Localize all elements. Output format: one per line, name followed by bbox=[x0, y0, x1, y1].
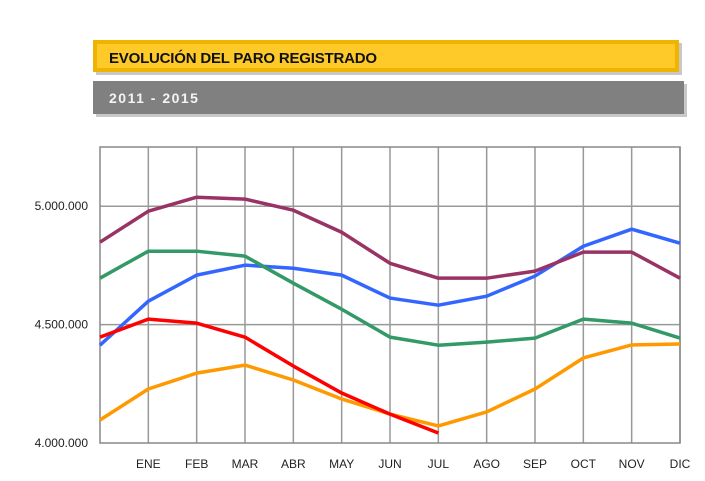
series-line-5 bbox=[99, 317, 439, 435]
y-tick-label: 4.000.000 bbox=[35, 436, 89, 450]
chart-subtitle: 2011 - 2015 bbox=[109, 90, 200, 106]
x-tick-label: JUN bbox=[378, 457, 401, 471]
x-tick-label: AGO bbox=[473, 457, 500, 471]
plot-area bbox=[99, 146, 681, 444]
x-tick-label: MAY bbox=[329, 457, 354, 471]
x-tick-label: ABR bbox=[281, 457, 306, 471]
y-tick-label: 4.500.000 bbox=[35, 318, 89, 332]
x-tick-label: FEB bbox=[185, 457, 208, 471]
x-tick-label: OCT bbox=[571, 457, 597, 471]
chart-title: EVOLUCIÓN DEL PARO REGISTRADO bbox=[109, 50, 377, 67]
x-tick-label: DIC bbox=[670, 457, 691, 471]
y-tick-label: 5.000.000 bbox=[35, 199, 89, 213]
x-tick-label: NOV bbox=[619, 457, 645, 471]
chart-subtitle-banner: 2011 - 2015 bbox=[93, 81, 684, 114]
x-tick-label: JUL bbox=[428, 457, 450, 471]
chart-title-banner: EVOLUCIÓN DEL PARO REGISTRADO bbox=[93, 40, 679, 72]
x-tick-label: ENE bbox=[136, 457, 161, 471]
x-tick-label: MAR bbox=[232, 457, 259, 471]
x-tick-label: SEP bbox=[523, 457, 547, 471]
